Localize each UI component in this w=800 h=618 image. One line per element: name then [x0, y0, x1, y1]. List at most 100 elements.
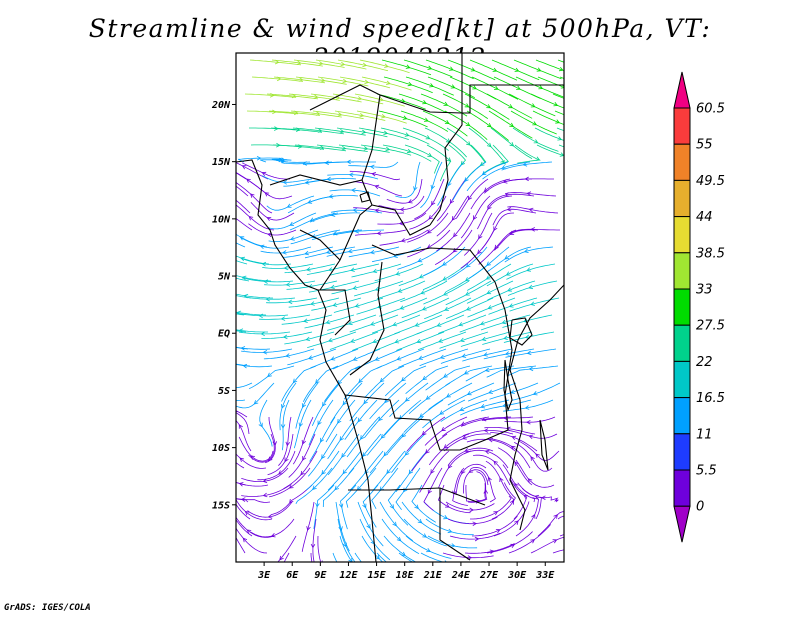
streamline [236, 242, 246, 248]
streamline-arrow [480, 404, 486, 409]
streamline [295, 76, 347, 85]
streamline [397, 246, 444, 270]
lon-tick-label: 33E [535, 570, 555, 581]
streamline-arrow [357, 417, 362, 423]
streamline [331, 280, 382, 295]
streamline [288, 433, 316, 478]
streamline [261, 331, 313, 339]
streamline-arrow [279, 555, 284, 561]
streamline [420, 93, 468, 117]
streamline-arrow [244, 510, 250, 516]
streamline-arrow [352, 207, 358, 213]
streamline [281, 365, 317, 402]
streamline [327, 416, 358, 460]
streamline-arrow [262, 350, 268, 355]
streamline-arrow [522, 162, 528, 167]
streamline-arrow [532, 391, 538, 396]
streamline-arrow [509, 500, 515, 505]
streamline [513, 59, 562, 80]
map-panel [235, 52, 582, 563]
streamline [466, 438, 516, 452]
streamline [236, 293, 273, 299]
streamline [293, 59, 345, 68]
streamline-arrow [535, 453, 540, 458]
colorbar-label: 22 [696, 355, 713, 370]
streamline [515, 76, 564, 98]
streamline-arrow [578, 118, 582, 122]
streamline [436, 178, 467, 222]
lake-chad [359, 191, 371, 203]
streamline-arrow [342, 400, 347, 406]
streamline [419, 348, 469, 367]
streamline-arrow [528, 207, 534, 213]
streamline-arrow [413, 186, 418, 192]
streamline [447, 447, 494, 466]
streamline [354, 552, 362, 562]
streamline [383, 399, 422, 436]
streamline [332, 552, 338, 562]
streamline-arrow [354, 228, 360, 234]
streamline-arrow [381, 114, 387, 119]
streamline-arrow [528, 366, 534, 372]
colorbar-label: 44 [696, 210, 713, 225]
streamline [236, 382, 253, 389]
streamline-arrow [239, 457, 245, 462]
streamline-arrow [526, 191, 532, 196]
streamline [344, 399, 378, 440]
streamline [464, 543, 515, 554]
streamline-arrow [486, 104, 492, 109]
streamline-arrow [394, 339, 400, 344]
streamline-arrow [532, 121, 538, 126]
streamline-arrow [422, 533, 428, 538]
streamline-arrow [352, 356, 358, 361]
streamline-arrow [321, 454, 326, 460]
streamline [312, 110, 364, 120]
streamline [246, 110, 299, 115]
lat-tick-label: EQ [218, 329, 230, 340]
streamline [424, 297, 472, 320]
streamline [381, 59, 432, 76]
streamline-arrow [530, 301, 535, 306]
colorbar-segment [673, 143, 691, 181]
streamline [407, 229, 451, 258]
streamline-arrow [242, 363, 248, 369]
streamline [263, 348, 315, 360]
streamline [376, 93, 426, 110]
streamline [449, 532, 501, 540]
streamline-arrow [395, 271, 401, 276]
streamline [478, 229, 517, 265]
streamline [400, 110, 449, 132]
streamline-arrow [443, 101, 449, 106]
latitude-axis: 20N 15N 10N 5N EQ 5S 10S 15S [211, 100, 236, 511]
streamline [339, 76, 391, 89]
streamline [468, 246, 510, 279]
streamline [482, 161, 531, 180]
streamline [489, 382, 539, 400]
streamline [292, 127, 344, 135]
streamline [480, 314, 531, 331]
streamline [348, 433, 382, 475]
streamline [236, 277, 250, 282]
streamline [259, 314, 311, 320]
streamline-arrow [328, 267, 333, 272]
lon-tick-label: 27E [479, 570, 499, 581]
streamline [509, 478, 528, 520]
streamline-arrow [443, 515, 449, 520]
streamline [337, 59, 389, 72]
streamline [236, 498, 271, 503]
streamline-arrow [264, 192, 270, 197]
streamline [530, 93, 564, 109]
streamline-arrow [282, 180, 288, 185]
streamline [391, 433, 426, 473]
streamline [236, 199, 251, 214]
streamline-arrow [488, 389, 493, 394]
streamline-arrow [319, 145, 325, 150]
streamline-arrow [337, 418, 342, 424]
streamline-arrow [348, 557, 353, 562]
streamline [530, 536, 564, 554]
lon-tick-label: 15E [368, 570, 387, 581]
border-chad-sudan [429, 113, 463, 226]
streamline-arrow [240, 497, 246, 502]
streamline [246, 179, 293, 200]
streamline [308, 280, 360, 293]
